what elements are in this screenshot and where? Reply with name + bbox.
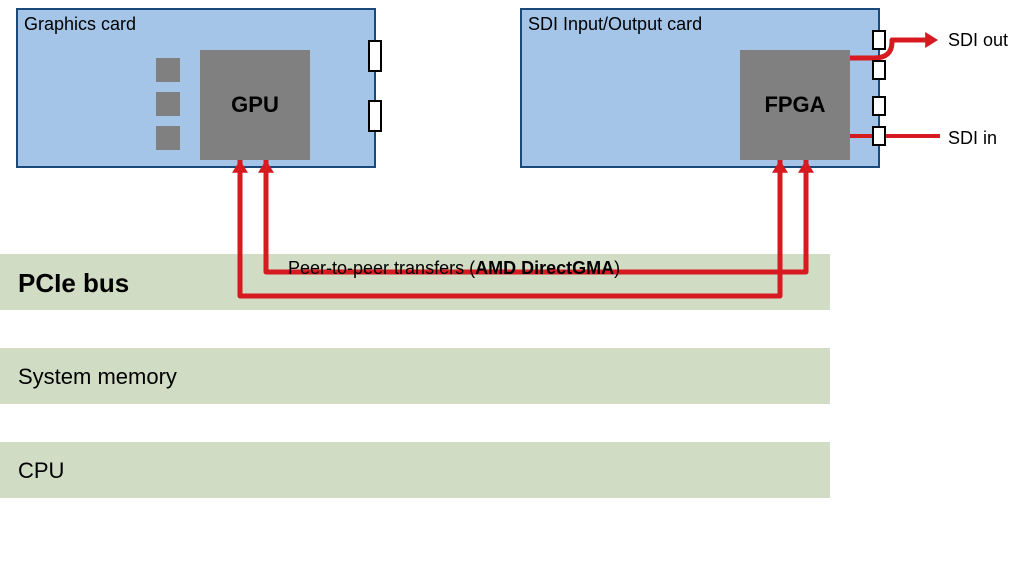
sdi-in-label: SDI in xyxy=(948,128,997,149)
gpu-chip: GPU xyxy=(200,50,310,160)
pcie-label: PCIe bus xyxy=(18,268,129,299)
sdi-port xyxy=(872,30,886,50)
fpga-chip: FPGA xyxy=(740,50,850,160)
sdi-port xyxy=(872,60,886,80)
memory-block xyxy=(156,58,180,82)
fpga-chip-label: FPGA xyxy=(764,92,825,118)
sdi-port xyxy=(872,96,886,116)
sdi-out-label: SDI out xyxy=(948,30,1008,51)
cpu-bar: CPU xyxy=(0,442,830,498)
graphics-card: Graphics card xyxy=(16,8,376,168)
display-port xyxy=(368,40,382,72)
sysmem-bar: System memory xyxy=(0,348,830,404)
gpu-chip-label: GPU xyxy=(231,92,279,118)
cpu-label: CPU xyxy=(18,458,64,484)
memory-block xyxy=(156,126,180,150)
sdi-io-card-title: SDI Input/Output card xyxy=(528,14,702,35)
p2p-transfer-label: Peer-to-peer transfers (AMD DirectGMA) xyxy=(288,258,620,279)
sysmem-label: System memory xyxy=(18,364,177,390)
sdi-port xyxy=(872,126,886,146)
memory-block xyxy=(156,92,180,116)
display-port xyxy=(368,100,382,132)
graphics-card-title: Graphics card xyxy=(24,14,136,35)
